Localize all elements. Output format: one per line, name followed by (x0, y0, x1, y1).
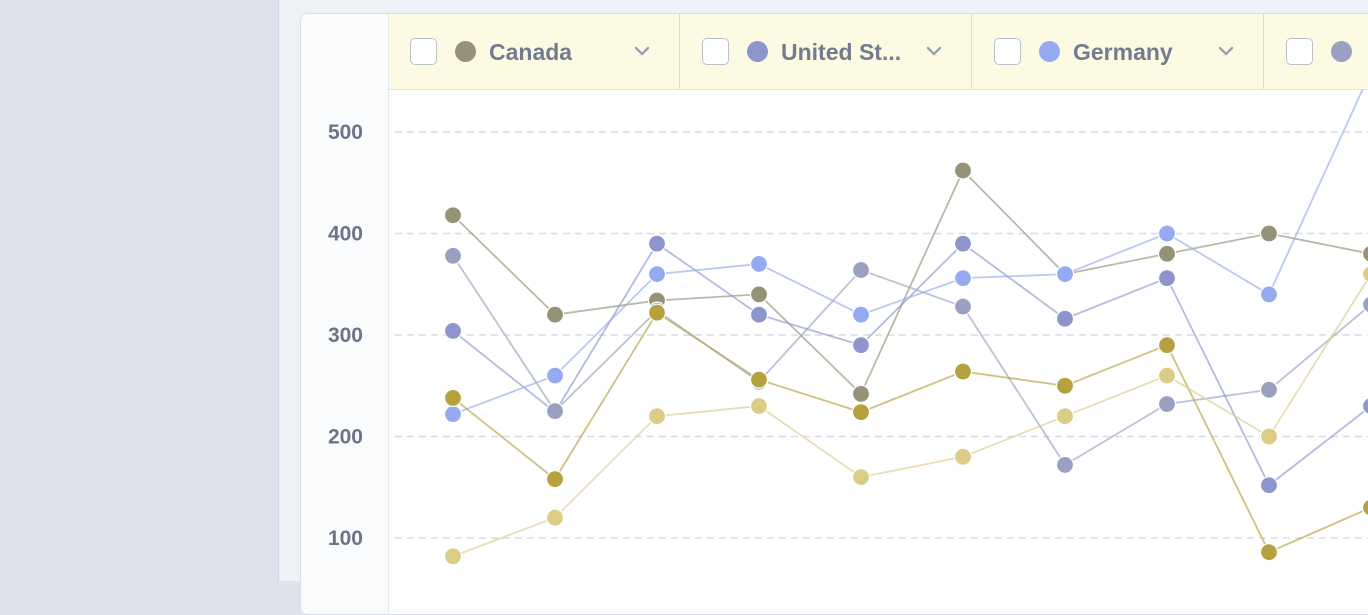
data-point-s3-6[interactable] (955, 270, 972, 287)
series-line-6 (453, 274, 1368, 556)
data-point-s4-7[interactable] (1057, 456, 1074, 473)
y-tick-label: 100 (328, 527, 363, 550)
data-point-s5-2[interactable] (547, 471, 564, 488)
series-line-2 (453, 244, 1368, 486)
data-point-s1-1[interactable] (445, 207, 462, 224)
data-point-s6-2[interactable] (547, 509, 564, 526)
data-point-s4-2[interactable] (547, 403, 564, 420)
data-point-s3-2[interactable] (547, 367, 564, 384)
series-line-5 (453, 313, 1368, 553)
series-line-1 (453, 171, 1368, 394)
data-point-s5-1[interactable] (445, 389, 462, 406)
data-point-s2-3[interactable] (649, 235, 666, 252)
data-point-s3-5[interactable] (853, 306, 870, 323)
data-point-s2-6[interactable] (955, 235, 972, 252)
data-point-s1-2[interactable] (547, 306, 564, 323)
data-point-s1-8[interactable] (1159, 245, 1176, 262)
data-point-s6-8[interactable] (1159, 367, 1176, 384)
data-point-s6-3[interactable] (649, 408, 666, 425)
data-point-s6-4[interactable] (751, 398, 768, 415)
data-point-s6-1[interactable] (445, 548, 462, 565)
data-point-s2-8[interactable] (1159, 270, 1176, 287)
data-point-s6-9[interactable] (1261, 428, 1278, 445)
data-point-s3-10[interactable] (1363, 63, 1368, 80)
data-point-s5-6[interactable] (955, 363, 972, 380)
data-point-s5-4[interactable] (751, 371, 768, 388)
y-tick-label: 200 (328, 426, 363, 449)
data-point-s2-4[interactable] (751, 306, 768, 323)
data-point-s1-5[interactable] (853, 385, 870, 402)
data-point-s4-6[interactable] (955, 298, 972, 315)
y-tick-label: 500 (328, 121, 363, 144)
data-point-s5-9[interactable] (1261, 544, 1278, 561)
series-line-3 (453, 71, 1368, 414)
data-point-s1-6[interactable] (955, 162, 972, 179)
data-point-s6-5[interactable] (853, 469, 870, 486)
data-point-s3-8[interactable] (1159, 225, 1176, 242)
data-point-s4-1[interactable] (445, 247, 462, 264)
series-line-4 (453, 256, 1368, 465)
y-tick-label: 400 (328, 223, 363, 246)
data-point-s2-7[interactable] (1057, 310, 1074, 327)
data-point-s3-7[interactable] (1057, 266, 1074, 283)
data-point-s4-5[interactable] (853, 262, 870, 279)
data-point-s6-7[interactable] (1057, 408, 1074, 425)
data-point-s1-10[interactable] (1363, 245, 1368, 262)
data-point-s1-9[interactable] (1261, 225, 1278, 242)
data-point-s2-9[interactable] (1261, 477, 1278, 494)
data-point-s4-9[interactable] (1261, 381, 1278, 398)
data-point-s6-6[interactable] (955, 448, 972, 465)
data-point-s3-1[interactable] (445, 406, 462, 423)
data-point-s2-1[interactable] (445, 322, 462, 339)
data-point-s3-9[interactable] (1261, 286, 1278, 303)
data-point-s5-3[interactable] (649, 304, 666, 321)
data-point-s2-5[interactable] (853, 337, 870, 354)
line-chart: 100 200 300 400 500 (0, 0, 1368, 581)
data-point-s3-3[interactable] (649, 266, 666, 283)
data-point-s5-7[interactable] (1057, 377, 1074, 394)
data-point-s5-5[interactable] (853, 404, 870, 421)
data-point-s5-8[interactable] (1159, 337, 1176, 354)
data-point-s4-8[interactable] (1159, 396, 1176, 413)
data-point-s1-4[interactable] (751, 286, 768, 303)
data-point-s3-4[interactable] (751, 255, 768, 272)
data-point-s6-10[interactable] (1363, 266, 1368, 283)
data-point-s5-10[interactable] (1363, 499, 1368, 516)
y-tick-label: 300 (328, 324, 363, 347)
